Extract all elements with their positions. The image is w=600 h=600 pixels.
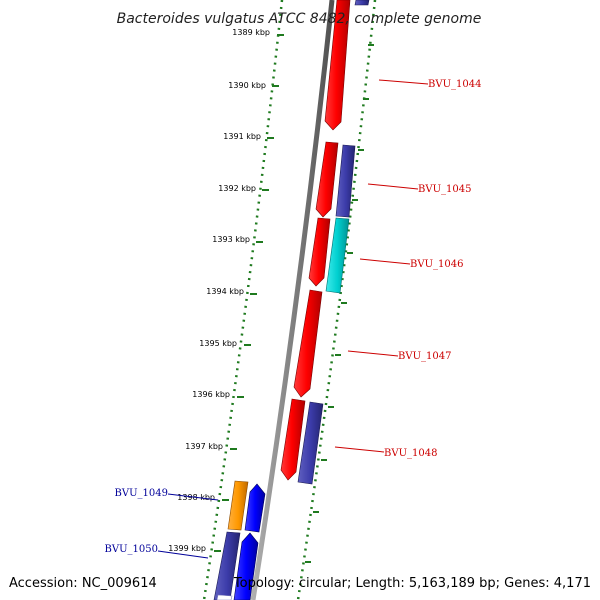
leader-line-bvu-1050 xyxy=(157,550,209,559)
leader-line-bvu-1045 xyxy=(367,183,419,190)
inner-scale-dotted-line xyxy=(296,0,377,600)
genome-summary-text: Topology: circular; Length: 5,163,189 bp… xyxy=(233,576,591,591)
gene-label-bvu-1050[interactable]: BVU_1050 xyxy=(105,544,158,555)
gene-bvu-1045-reverse-feature[interactable] xyxy=(335,144,356,218)
gene-label-bvu-1044[interactable]: BVU_1044 xyxy=(428,79,481,90)
genome-backbone xyxy=(250,0,335,600)
gene-bvu-1050-partner-feature[interactable] xyxy=(233,532,259,600)
kbp-label: 1399 kbp xyxy=(168,544,206,553)
gene-bvu-1048-reverse-feature[interactable] xyxy=(297,401,324,485)
accession-text: Accession: NC_009614 xyxy=(9,576,157,591)
gene-label-bvu-1048[interactable]: BVU_1048 xyxy=(384,448,437,459)
outer-scale-dotted-line xyxy=(202,0,284,600)
gene-top-reverse-feature[interactable] xyxy=(354,0,370,6)
gene-bvu-1050-feature[interactable] xyxy=(213,531,241,600)
kbp-label: 1391 kbp xyxy=(223,132,261,141)
gene-label-bvu-1047[interactable]: BVU_1047 xyxy=(398,351,451,362)
gene-bottom-sliver-feature[interactable] xyxy=(216,594,233,600)
gene-bvu-1044-feature[interactable] xyxy=(324,0,351,131)
gene-leader-lines xyxy=(157,79,429,559)
kbp-tick-marks xyxy=(214,34,284,552)
reverse-strand-genes xyxy=(213,0,370,600)
kbp-label: 1393 kbp xyxy=(212,235,250,244)
kbp-label: 1389 kbp xyxy=(232,28,270,37)
kbp-label: 1397 kbp xyxy=(185,442,223,451)
kbp-label: 1396 kbp xyxy=(192,390,230,399)
kbp-label: 1394 kbp xyxy=(206,287,244,296)
kbp-label: 1392 kbp xyxy=(218,184,256,193)
kbp-label: 1390 kbp xyxy=(228,81,266,90)
gene-bvu-1047-feature[interactable] xyxy=(293,289,323,398)
gene-bvu-1046-feature[interactable] xyxy=(308,217,331,287)
leader-line-bvu-1046 xyxy=(359,258,411,265)
gene-bvu-1049-feature[interactable] xyxy=(227,480,249,531)
leader-line-bvu-1047 xyxy=(347,350,399,357)
kbp-tick-labels: 1389 kbp 1390 kbp 1391 kbp 1392 kbp 1393… xyxy=(168,28,270,553)
gene-label-bvu-1046[interactable]: BVU_1046 xyxy=(410,259,463,270)
leader-line-bvu-1048 xyxy=(334,446,385,453)
inner-tick-marks xyxy=(305,44,374,563)
gene-bvu-1049-partner-feature[interactable] xyxy=(244,483,266,533)
gene-bvu-1048-feature[interactable] xyxy=(280,398,306,481)
gene-labels: BVU_1044 BVU_1045 BVU_1046 BVU_1047 BVU_… xyxy=(105,79,482,555)
gene-label-bvu-1045[interactable]: BVU_1045 xyxy=(418,184,471,195)
leader-line-bvu-1049 xyxy=(167,493,219,501)
leader-line-bvu-1044 xyxy=(378,79,429,85)
map-title: Bacteroides vulgatus ATCC 8482, complete… xyxy=(117,11,482,27)
forward-strand-genes xyxy=(280,0,351,481)
gene-bvu-1045-feature[interactable] xyxy=(315,141,339,218)
gene-bvu-1046-reverse-feature[interactable] xyxy=(325,217,350,294)
kbp-label: 1395 kbp xyxy=(199,339,237,348)
gene-label-bvu-1049[interactable]: BVU_1049 xyxy=(115,488,168,499)
